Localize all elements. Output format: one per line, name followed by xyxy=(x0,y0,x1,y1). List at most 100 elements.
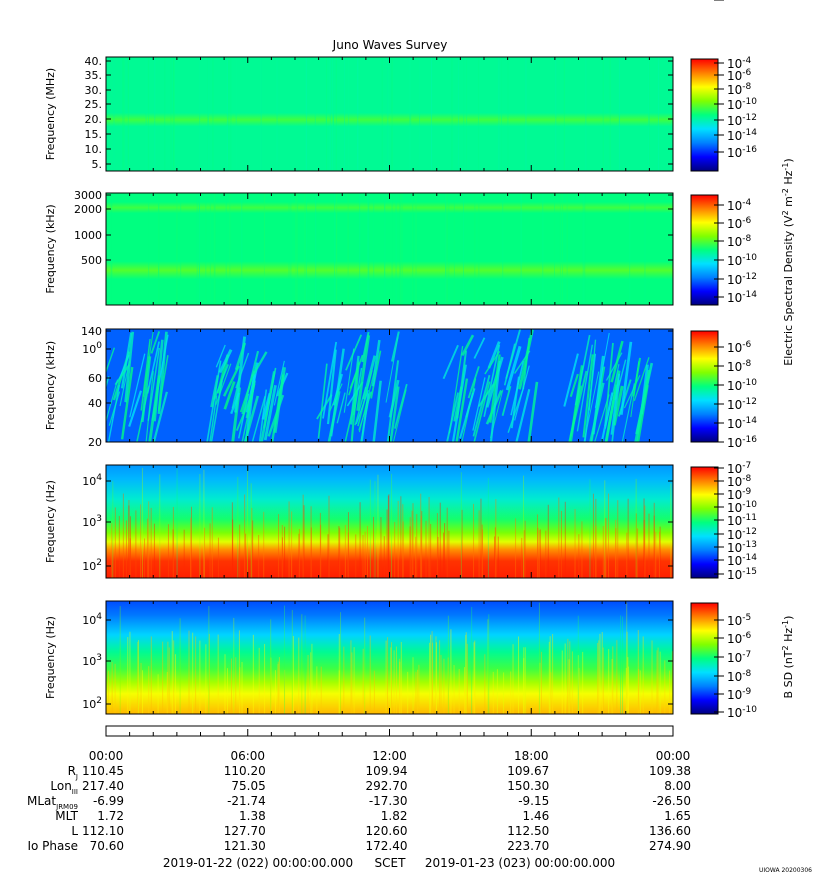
ephemeris-value: 121.30 xyxy=(224,839,266,853)
colorbar-3-scale xyxy=(690,330,719,443)
panel-2-ylabel: Frequency (kHz) xyxy=(44,204,57,293)
ephemeris-row: RJ 110.45 110.20 109.94 109.67 109.38 xyxy=(68,764,691,781)
colorbar-5-tick: 10-11 xyxy=(727,0,757,3)
spectrogram-texture-2 xyxy=(110,193,646,305)
spectrogram-texture-1 xyxy=(113,57,673,171)
footer-start-time: 2019-01-22 (022) 00:00:00.000 xyxy=(163,856,353,870)
panel-1: 40.35. 30.25. 20. 15. 10. 5. Frequency (MHz) xyxy=(44,55,674,172)
panel-4: 104 103 102 Frequency (Hz) xyxy=(44,464,674,579)
colorbar-1-tick: 10-4 xyxy=(727,56,752,71)
ephemeris-value: 136.60 xyxy=(649,824,691,838)
panel-4-ytick: 103 xyxy=(82,514,102,529)
credit-label: UIOWA 20200306 xyxy=(759,867,812,874)
ephemeris-table: RJ 110.45 110.20 109.94 109.67 109.38 LonIII 21… xyxy=(27,764,691,853)
colorbar-2-tick: 10-6 xyxy=(727,216,752,231)
ephemeris-row-label: MLatJRM09 xyxy=(27,794,78,811)
ephemeris-value: 75.05 xyxy=(231,779,265,793)
colorbar-4-tick: 10-7 xyxy=(727,461,751,476)
panel-3-ytick: 40 xyxy=(88,397,102,410)
colorbar-2-tick: 10-8 xyxy=(727,234,752,249)
spectrogram-1 xyxy=(106,57,673,171)
spectrogram-2 xyxy=(106,193,673,305)
panel-3-ytick: 60 xyxy=(88,372,102,385)
spectrogram-texture-5 xyxy=(107,602,673,714)
ephemeris-value: 274.90 xyxy=(649,839,691,853)
colorbar-2-scale xyxy=(690,194,719,306)
panel-5: 104 103 102 Frequency (Hz) xyxy=(44,600,674,715)
colorbar-5-tick: 10-10 xyxy=(727,705,757,720)
panel-5-ytick: 103 xyxy=(82,653,102,668)
ephemeris-value: 172.40 xyxy=(366,839,408,853)
colorbar-2-tick: 10-14 xyxy=(727,290,757,305)
panel-1-ytick: 5. xyxy=(92,158,103,171)
panel-2-ytick: 2000 xyxy=(74,203,102,216)
footer-scet-label: SCET xyxy=(375,856,407,870)
time-tick-label: 06:00 xyxy=(230,749,265,763)
time-tick-label: 00:00 xyxy=(656,749,691,763)
panel-5-ytick: 102 xyxy=(82,696,102,711)
panel-4-ylabel: Frequency (Hz) xyxy=(44,480,57,563)
ephemeris-value: 1.82 xyxy=(381,809,408,823)
ephemeris-row-label: L xyxy=(71,824,78,838)
ephemeris-row-label: LonIII xyxy=(50,779,78,796)
ephemeris-value: 112.10 xyxy=(82,824,124,838)
colorbar-1-tick: 10-6 xyxy=(727,68,752,83)
colorbar-4-tick: 10-13 xyxy=(727,540,757,555)
panel-5-ytick: 104 xyxy=(82,612,102,627)
ephemeris-value: -6.99 xyxy=(93,794,124,808)
colorbar-2-tick: 10-10 xyxy=(727,253,757,268)
colorbar-3-tick: 10-10 xyxy=(727,378,757,393)
ephemeris-value: 109.38 xyxy=(649,764,691,778)
panel-1-ytick: 35. xyxy=(85,69,103,82)
ephemeris-row-label: RJ xyxy=(68,764,78,781)
colorbars: 10-410-610-810-1010-1210-1410-1610-410-6… xyxy=(690,0,795,720)
ephemeris-value: -9.15 xyxy=(518,794,549,808)
colorbar-4-tick: 10-9 xyxy=(727,487,752,502)
ephemeris-value: -26.50 xyxy=(652,794,691,808)
ephemeris-row: Io Phase 70.60 121.30 172.40 223.70 274.90 xyxy=(27,839,691,853)
ephemeris-value: 223.70 xyxy=(507,839,549,853)
ephemeris-row: MLatJRM09 -6.99 -21.74 -17.30 -9.15 -26.50 xyxy=(27,794,691,811)
panel-4-ytick: 102 xyxy=(82,558,102,573)
ephemeris-row: MLT 1.72 1.38 1.82 1.46 1.65 xyxy=(55,809,691,823)
ephemeris-value: 112.50 xyxy=(507,824,549,838)
colorbar-5-label: B SD (nT2 Hz-1) xyxy=(781,616,795,699)
colorbar-5-tick: 10-8 xyxy=(727,669,752,684)
ephemeris-value: 110.20 xyxy=(224,764,266,778)
ephemeris-value: -17.30 xyxy=(369,794,408,808)
panel-1-ytick: 40. xyxy=(85,55,103,68)
colorbar-2: 10-4 10-6 10-8 10-10 10-12 10-14 Electric Spec… xyxy=(690,158,795,366)
colorbar-4-tick: 10-10 xyxy=(727,500,757,515)
panel-2-ytick: 500 xyxy=(81,254,102,267)
panel-2-ytick: 1000 xyxy=(74,229,102,242)
ephemeris-value: 292.70 xyxy=(366,779,408,793)
colorbar-3-tick: 10-14 xyxy=(727,416,757,431)
colorbar-4-tick: 10-8 xyxy=(727,474,752,489)
colorbar-4-scale xyxy=(690,466,719,579)
ephemeris-value: 1.72 xyxy=(97,809,124,823)
panel-1-ytick: 15. xyxy=(85,128,103,141)
colorbar-1-tick: 10-8 xyxy=(727,82,752,97)
panel-3-ytick: 20 xyxy=(88,436,102,449)
ephemeris-value: 8.00 xyxy=(664,779,691,793)
footer-end-time: 2019-01-23 (023) 00:00:00.000 xyxy=(425,856,615,870)
colorbar-4: 10-710-810-910-1010-1110-1210-1310-1410-… xyxy=(690,461,757,582)
panel-1-ytick: 25. xyxy=(85,98,103,111)
ephemeris-value: 109.67 xyxy=(507,764,549,778)
ephemeris-row: LonIII 217.40 75.05 292.70 150.30 8.00 xyxy=(50,779,691,796)
colorbar-1-tick: 10-12 xyxy=(727,113,757,128)
panel-5-ylabel: Frequency (Hz) xyxy=(44,616,57,699)
ephemeris-row-label: Io Phase xyxy=(27,839,78,853)
time-tick-label: 18:00 xyxy=(514,749,549,763)
panel-4-ytick: 104 xyxy=(82,473,102,488)
colorbar-2-tick: 10-4 xyxy=(727,198,752,213)
ephemeris-value: 127.70 xyxy=(224,824,266,838)
colorbar-4-tick: 10-15 xyxy=(727,567,757,582)
panel-3: 140 100 60 40 20 Frequency (kHz) xyxy=(44,325,674,449)
ephemeris-value: 110.45 xyxy=(82,764,124,778)
panel-3-ytick: 140 xyxy=(81,325,102,338)
